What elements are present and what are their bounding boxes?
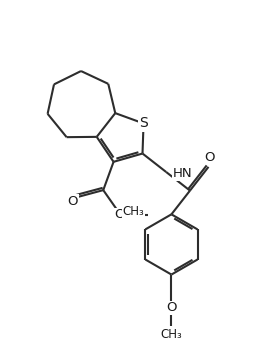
Text: CH₃: CH₃ [123, 205, 144, 218]
Text: O: O [68, 195, 78, 208]
Text: O: O [204, 151, 214, 164]
Text: CH₃: CH₃ [160, 328, 182, 341]
Text: HN: HN [173, 167, 192, 180]
Text: O: O [114, 208, 125, 221]
Text: O: O [166, 301, 177, 315]
Text: S: S [139, 116, 148, 130]
